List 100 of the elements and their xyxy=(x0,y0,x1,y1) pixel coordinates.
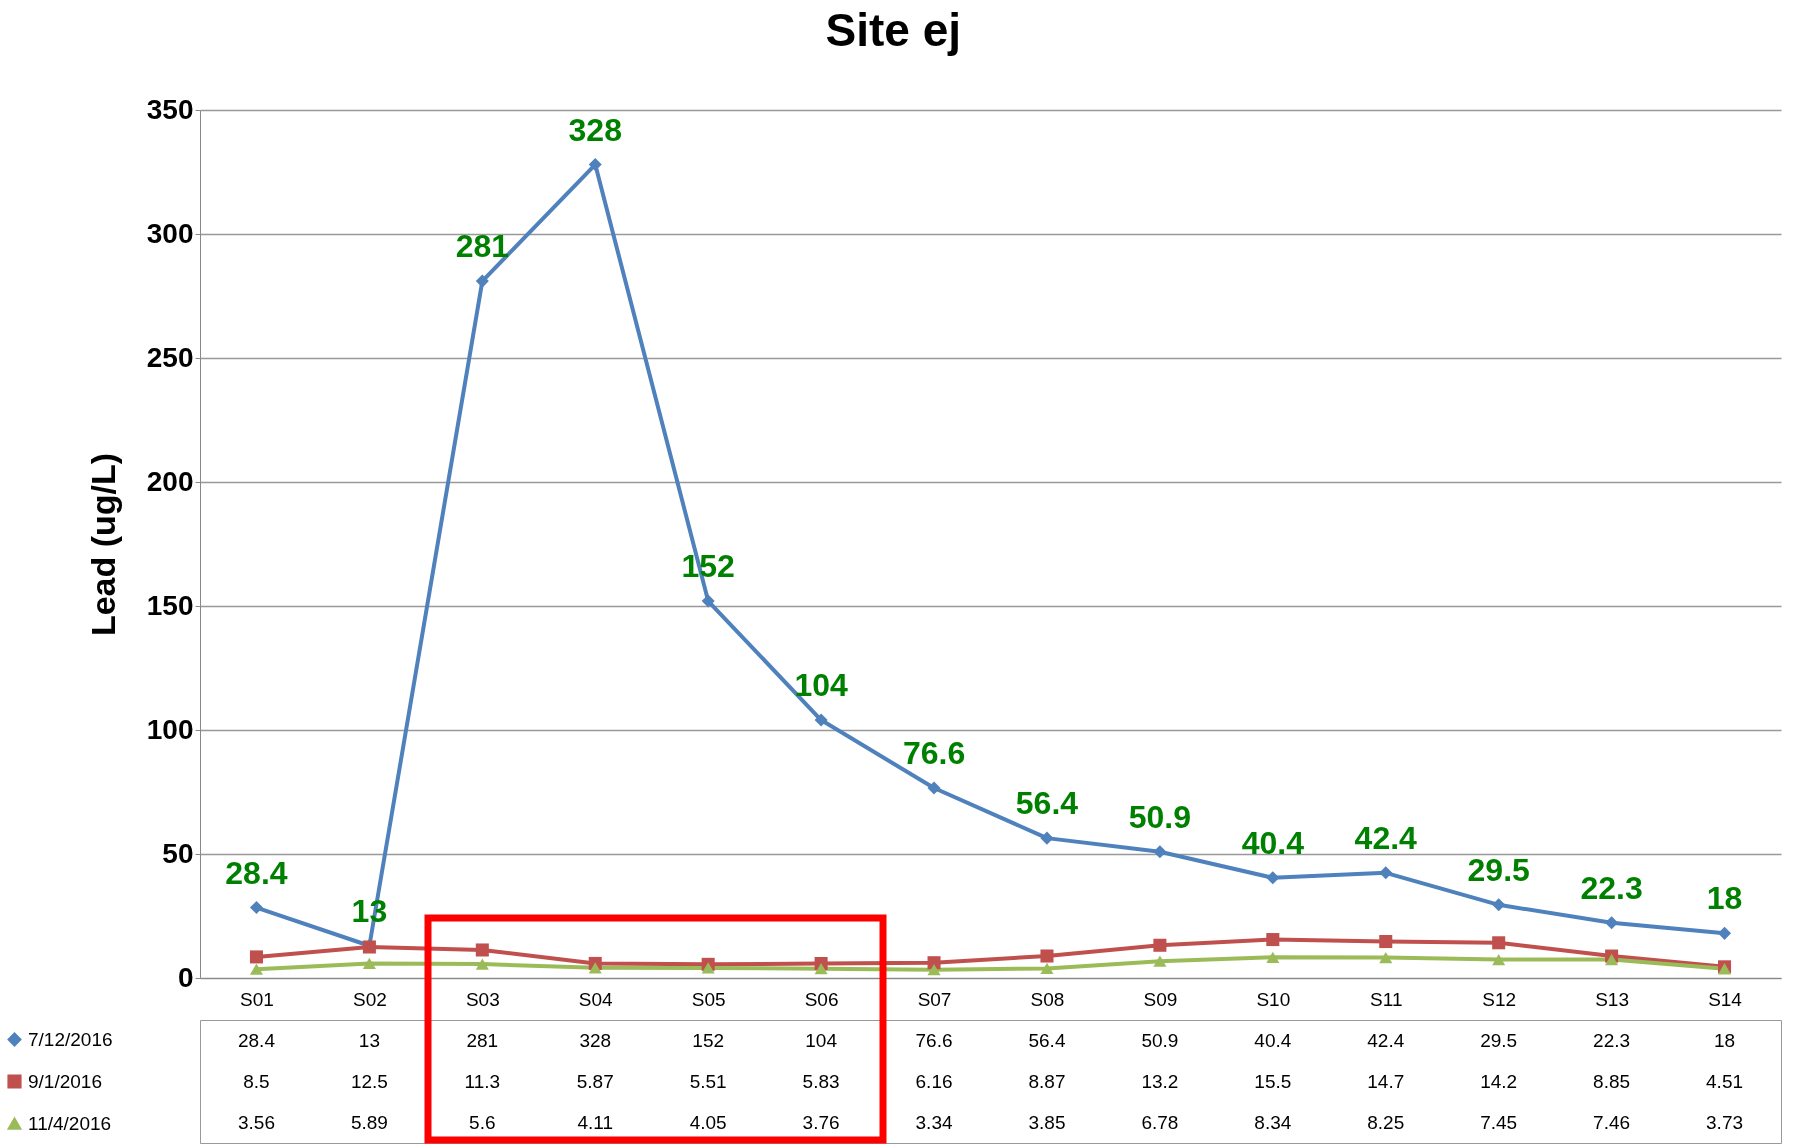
data-label: 4.51 xyxy=(1706,1070,1744,1092)
point xyxy=(1153,955,1167,967)
point xyxy=(1605,953,1619,966)
data-label: 11.3 xyxy=(464,1070,501,1092)
point xyxy=(1379,951,1393,964)
x-tick-label: S10 xyxy=(1256,988,1291,1010)
data-label: 152 xyxy=(692,1029,725,1051)
point xyxy=(588,962,602,974)
data-label: 5.6 xyxy=(469,1111,496,1133)
y-tick-label: 300 xyxy=(146,217,194,249)
y-tick-label: 50 xyxy=(162,837,194,869)
data-label: 3.76 xyxy=(802,1111,840,1133)
point xyxy=(927,956,941,970)
point xyxy=(1492,898,1506,912)
y-tick-label: 350 xyxy=(146,93,194,125)
data-label: 4.11 xyxy=(577,1111,614,1133)
chart-title: Site ej xyxy=(825,4,962,56)
x-tick-label: S01 xyxy=(240,988,274,1010)
data-label: 328 xyxy=(579,1029,612,1051)
data-label: 8.5 xyxy=(243,1070,270,1092)
point xyxy=(1153,938,1167,952)
point xyxy=(588,158,602,172)
point xyxy=(1379,866,1393,880)
data-label: 7.45 xyxy=(1480,1111,1518,1133)
data-label: 5.51 xyxy=(689,1070,727,1092)
data-label: 13.2 xyxy=(1141,1070,1179,1092)
x-tick-label: S08 xyxy=(1030,988,1065,1010)
x-tick-label: S09 xyxy=(1143,988,1178,1010)
data-label: 3.73 xyxy=(1706,1111,1744,1133)
point xyxy=(927,964,941,976)
text: 104 xyxy=(794,667,848,704)
y-tick-label: 100 xyxy=(146,713,194,745)
data-label: 76.6 xyxy=(915,1029,953,1051)
data-label: 281 xyxy=(466,1029,499,1051)
data-label: 14.7 xyxy=(1367,1070,1405,1092)
data-label: 6.16 xyxy=(915,1070,953,1092)
data-label: 3.56 xyxy=(237,1111,275,1133)
point xyxy=(1266,871,1280,885)
x-tick-label: S02 xyxy=(352,988,387,1010)
x-tick-label: S12 xyxy=(1482,988,1517,1010)
text: 42.4 xyxy=(1354,819,1417,856)
legend-label: 9/1/2016 xyxy=(28,1070,102,1092)
data-label: 6.78 xyxy=(1141,1111,1179,1133)
point xyxy=(1040,949,1054,963)
text: 76.6 xyxy=(902,735,966,772)
point xyxy=(362,957,376,970)
data-label: 7.46 xyxy=(1593,1111,1631,1133)
data-label: 40.4 xyxy=(1254,1029,1292,1051)
y-tick-label: 150 xyxy=(146,589,194,621)
x-tick-label: S03 xyxy=(465,988,500,1010)
point xyxy=(475,943,489,957)
data-label: 18 xyxy=(1713,1029,1736,1051)
x-tick-label: S04 xyxy=(578,988,614,1010)
point xyxy=(1040,831,1054,845)
legend-label: 11/4/2016 xyxy=(28,1112,112,1134)
y-tick-label: 200 xyxy=(146,465,194,497)
point xyxy=(249,950,263,964)
point xyxy=(927,781,941,795)
data-label: 3.34 xyxy=(915,1111,953,1133)
data-label: 56.4 xyxy=(1028,1029,1066,1051)
point xyxy=(1492,953,1506,966)
text: 28.4 xyxy=(225,854,288,891)
point xyxy=(1266,951,1280,963)
text: 56.4 xyxy=(1015,785,1079,822)
data-label: 8.25 xyxy=(1367,1111,1405,1133)
point xyxy=(475,958,489,970)
x-tick-label: S13 xyxy=(1595,988,1630,1010)
point xyxy=(1153,845,1167,859)
point xyxy=(475,274,489,288)
data-label: 5.83 xyxy=(802,1070,840,1092)
data-label: 14.2 xyxy=(1480,1070,1518,1092)
data-label: 8.85 xyxy=(1593,1070,1631,1092)
x-tick-label: S14 xyxy=(1708,988,1743,1010)
data-label: 15.5 xyxy=(1254,1070,1292,1092)
data-label: 22.3 xyxy=(1593,1029,1631,1051)
point xyxy=(1492,936,1506,950)
data-label: 29.5 xyxy=(1480,1029,1518,1051)
data-label: 42.4 xyxy=(1367,1029,1405,1051)
point xyxy=(814,963,828,975)
data-label: 28.4 xyxy=(237,1029,276,1051)
data-label: 4.05 xyxy=(689,1111,727,1133)
text: 29.5 xyxy=(1467,851,1530,888)
data-label: 5.87 xyxy=(576,1070,614,1092)
data-label: 12.5 xyxy=(350,1070,388,1092)
point xyxy=(814,713,828,727)
x-tick-label: S06 xyxy=(804,988,839,1010)
x-tick-label: S11 xyxy=(1370,988,1403,1010)
data-label: 13 xyxy=(358,1029,380,1051)
data-label: 50.9 xyxy=(1141,1029,1179,1051)
data-label: 3.85 xyxy=(1028,1111,1066,1133)
y-tick-label: 250 xyxy=(146,341,194,373)
point xyxy=(1379,935,1393,949)
y-tick-label: 0 xyxy=(177,961,194,993)
text: 40.4 xyxy=(1241,824,1304,861)
point xyxy=(1605,916,1619,930)
text: 281 xyxy=(455,228,510,265)
text: 22.3 xyxy=(1580,869,1643,906)
point xyxy=(1266,933,1280,947)
x-tick-label: S07 xyxy=(917,988,952,1010)
x-tick-label: S05 xyxy=(691,988,726,1010)
